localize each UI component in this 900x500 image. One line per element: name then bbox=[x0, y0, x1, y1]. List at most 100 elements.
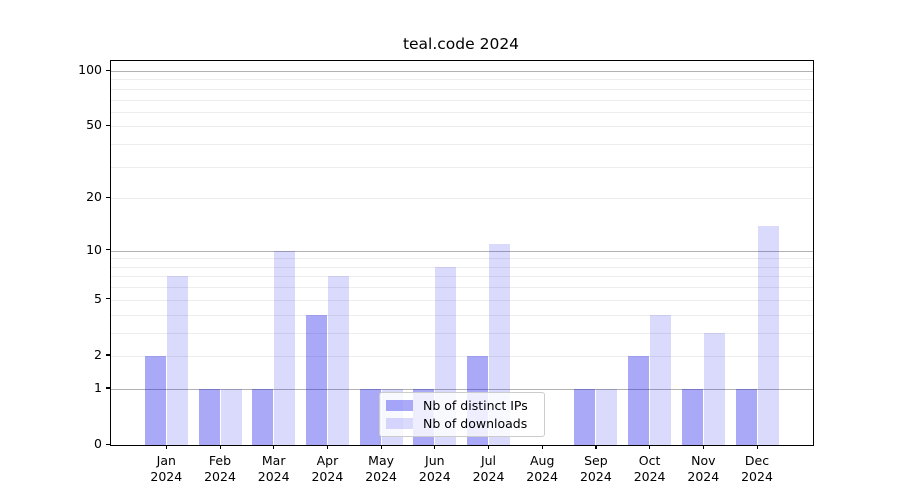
bar-distinct-ips-nov bbox=[681, 388, 703, 445]
x-tick-year: 2024 bbox=[741, 468, 773, 484]
plot-area: Nb of distinct IPs Nb of downloads bbox=[110, 60, 814, 446]
x-tick-year: 2024 bbox=[257, 468, 290, 484]
x-tick-year: 2024 bbox=[418, 468, 451, 484]
y-tick-label: 10 bbox=[86, 241, 102, 257]
legend-swatch-distinct-ips bbox=[386, 400, 413, 411]
minor-gridline bbox=[111, 111, 813, 113]
x-tick-label: Dec 2024 bbox=[730, 453, 784, 484]
y-tick-label: 5 bbox=[94, 290, 102, 306]
bar-downloads-oct bbox=[650, 314, 672, 445]
x-tick-mark bbox=[541, 445, 543, 449]
legend-row-downloads: Nb of downloads bbox=[386, 416, 536, 431]
x-tick-label: Apr 2024 bbox=[300, 453, 354, 484]
bar-distinct-ips-jan bbox=[144, 355, 166, 445]
x-tick-month: Mar bbox=[261, 453, 286, 468]
x-tick-year: 2024 bbox=[472, 468, 505, 484]
minor-gridline bbox=[111, 258, 813, 260]
x-tick-mark bbox=[219, 445, 221, 449]
x-tick-label: Oct 2024 bbox=[623, 453, 677, 484]
y-tick-mark bbox=[105, 249, 110, 251]
x-tick-year: 2024 bbox=[687, 468, 720, 484]
y-tick-mark bbox=[105, 69, 110, 71]
x-tick-year: 2024 bbox=[365, 468, 397, 484]
bar-distinct-ips-mar bbox=[252, 388, 274, 445]
x-tick-month: Nov bbox=[691, 453, 716, 468]
y-tick-label: 2 bbox=[94, 346, 102, 362]
y-tick-mark bbox=[105, 196, 110, 198]
major-gridline bbox=[111, 388, 813, 390]
minor-gridline bbox=[111, 166, 813, 168]
minor-gridline bbox=[111, 126, 813, 128]
y-tick-label: 100 bbox=[78, 62, 102, 77]
minor-gridline bbox=[111, 332, 813, 334]
x-tick-month: Jun bbox=[425, 453, 445, 468]
x-tick-mark bbox=[165, 445, 167, 449]
x-tick-mark bbox=[702, 445, 704, 449]
y-tick-label: 20 bbox=[86, 189, 102, 205]
minor-gridline bbox=[111, 314, 813, 316]
bar-distinct-ips-sep bbox=[574, 388, 596, 445]
minor-gridline bbox=[111, 198, 813, 200]
x-tick-mark bbox=[326, 445, 329, 449]
bar-downloads-sep bbox=[596, 388, 618, 445]
x-tick-label: Nov 2024 bbox=[676, 453, 730, 484]
bar-downloads-nov bbox=[703, 332, 725, 445]
y-tick-mark bbox=[105, 124, 110, 127]
x-tick-label: Jul 2024 bbox=[462, 453, 516, 484]
y-tick-label: 0 bbox=[94, 436, 102, 451]
minor-gridline bbox=[111, 99, 813, 101]
y-tick-mark bbox=[105, 298, 110, 300]
legend-label-downloads: Nb of downloads bbox=[423, 416, 528, 431]
bar-downloads-jan bbox=[166, 276, 188, 445]
bar-distinct-ips-may bbox=[359, 388, 381, 445]
minor-gridline bbox=[111, 276, 813, 278]
bar-distinct-ips-feb bbox=[198, 388, 220, 445]
x-tick-month: Jul bbox=[480, 453, 497, 468]
x-tick-month: May bbox=[368, 453, 395, 468]
x-tick-label: Feb 2024 bbox=[193, 453, 247, 484]
chart-title: teal.code 2024 bbox=[402, 35, 520, 53]
minor-gridline bbox=[111, 266, 813, 268]
x-tick-year: 2024 bbox=[579, 468, 612, 484]
x-tick-year: 2024 bbox=[311, 468, 344, 484]
x-tick-mark bbox=[756, 445, 758, 449]
minor-gridline bbox=[111, 88, 813, 90]
x-tick-year: 2024 bbox=[204, 468, 236, 484]
minor-gridline bbox=[111, 355, 813, 357]
x-tick-mark bbox=[434, 445, 436, 449]
x-tick-year: 2024 bbox=[150, 468, 183, 484]
x-tick-label: Aug 2024 bbox=[515, 453, 569, 484]
y-tick-mark bbox=[105, 387, 110, 389]
x-tick-label: Mar 2024 bbox=[247, 453, 301, 484]
y-tick-mark bbox=[105, 443, 110, 445]
x-tick-month: Feb bbox=[208, 453, 232, 468]
x-tick-mark bbox=[488, 445, 490, 449]
x-tick-month: Dec bbox=[744, 453, 770, 468]
legend: Nb of distinct IPs Nb of downloads bbox=[379, 392, 545, 437]
x-tick-mark bbox=[595, 445, 597, 449]
legend-swatch-downloads bbox=[386, 418, 413, 429]
x-tick-month: Aug bbox=[529, 453, 555, 468]
x-tick-label: Jan 2024 bbox=[139, 453, 193, 484]
y-tick-mark bbox=[105, 354, 110, 356]
x-tick-month: Sep bbox=[584, 453, 608, 468]
major-gridline bbox=[111, 71, 813, 72]
x-tick-mark bbox=[273, 445, 275, 449]
x-tick-month: Apr bbox=[316, 453, 339, 468]
y-tick-label: 50 bbox=[86, 117, 102, 133]
bar-downloads-apr bbox=[327, 276, 349, 445]
bar-downloads-dec bbox=[757, 225, 779, 445]
x-tick-month: Jan bbox=[156, 453, 176, 468]
x-tick-month: Oct bbox=[638, 453, 661, 468]
legend-label-distinct-ips: Nb of distinct IPs bbox=[423, 398, 528, 413]
y-tick-label: 1 bbox=[94, 379, 102, 395]
x-tick-year: 2024 bbox=[526, 468, 559, 484]
x-tick-label: Jun 2024 bbox=[408, 453, 462, 484]
minor-gridline bbox=[111, 299, 813, 301]
bar-downloads-mar bbox=[274, 250, 296, 445]
x-tick-mark bbox=[649, 445, 651, 449]
x-tick-label: May 2024 bbox=[354, 453, 408, 484]
x-tick-year: 2024 bbox=[633, 468, 666, 484]
x-tick-mark bbox=[380, 445, 382, 449]
